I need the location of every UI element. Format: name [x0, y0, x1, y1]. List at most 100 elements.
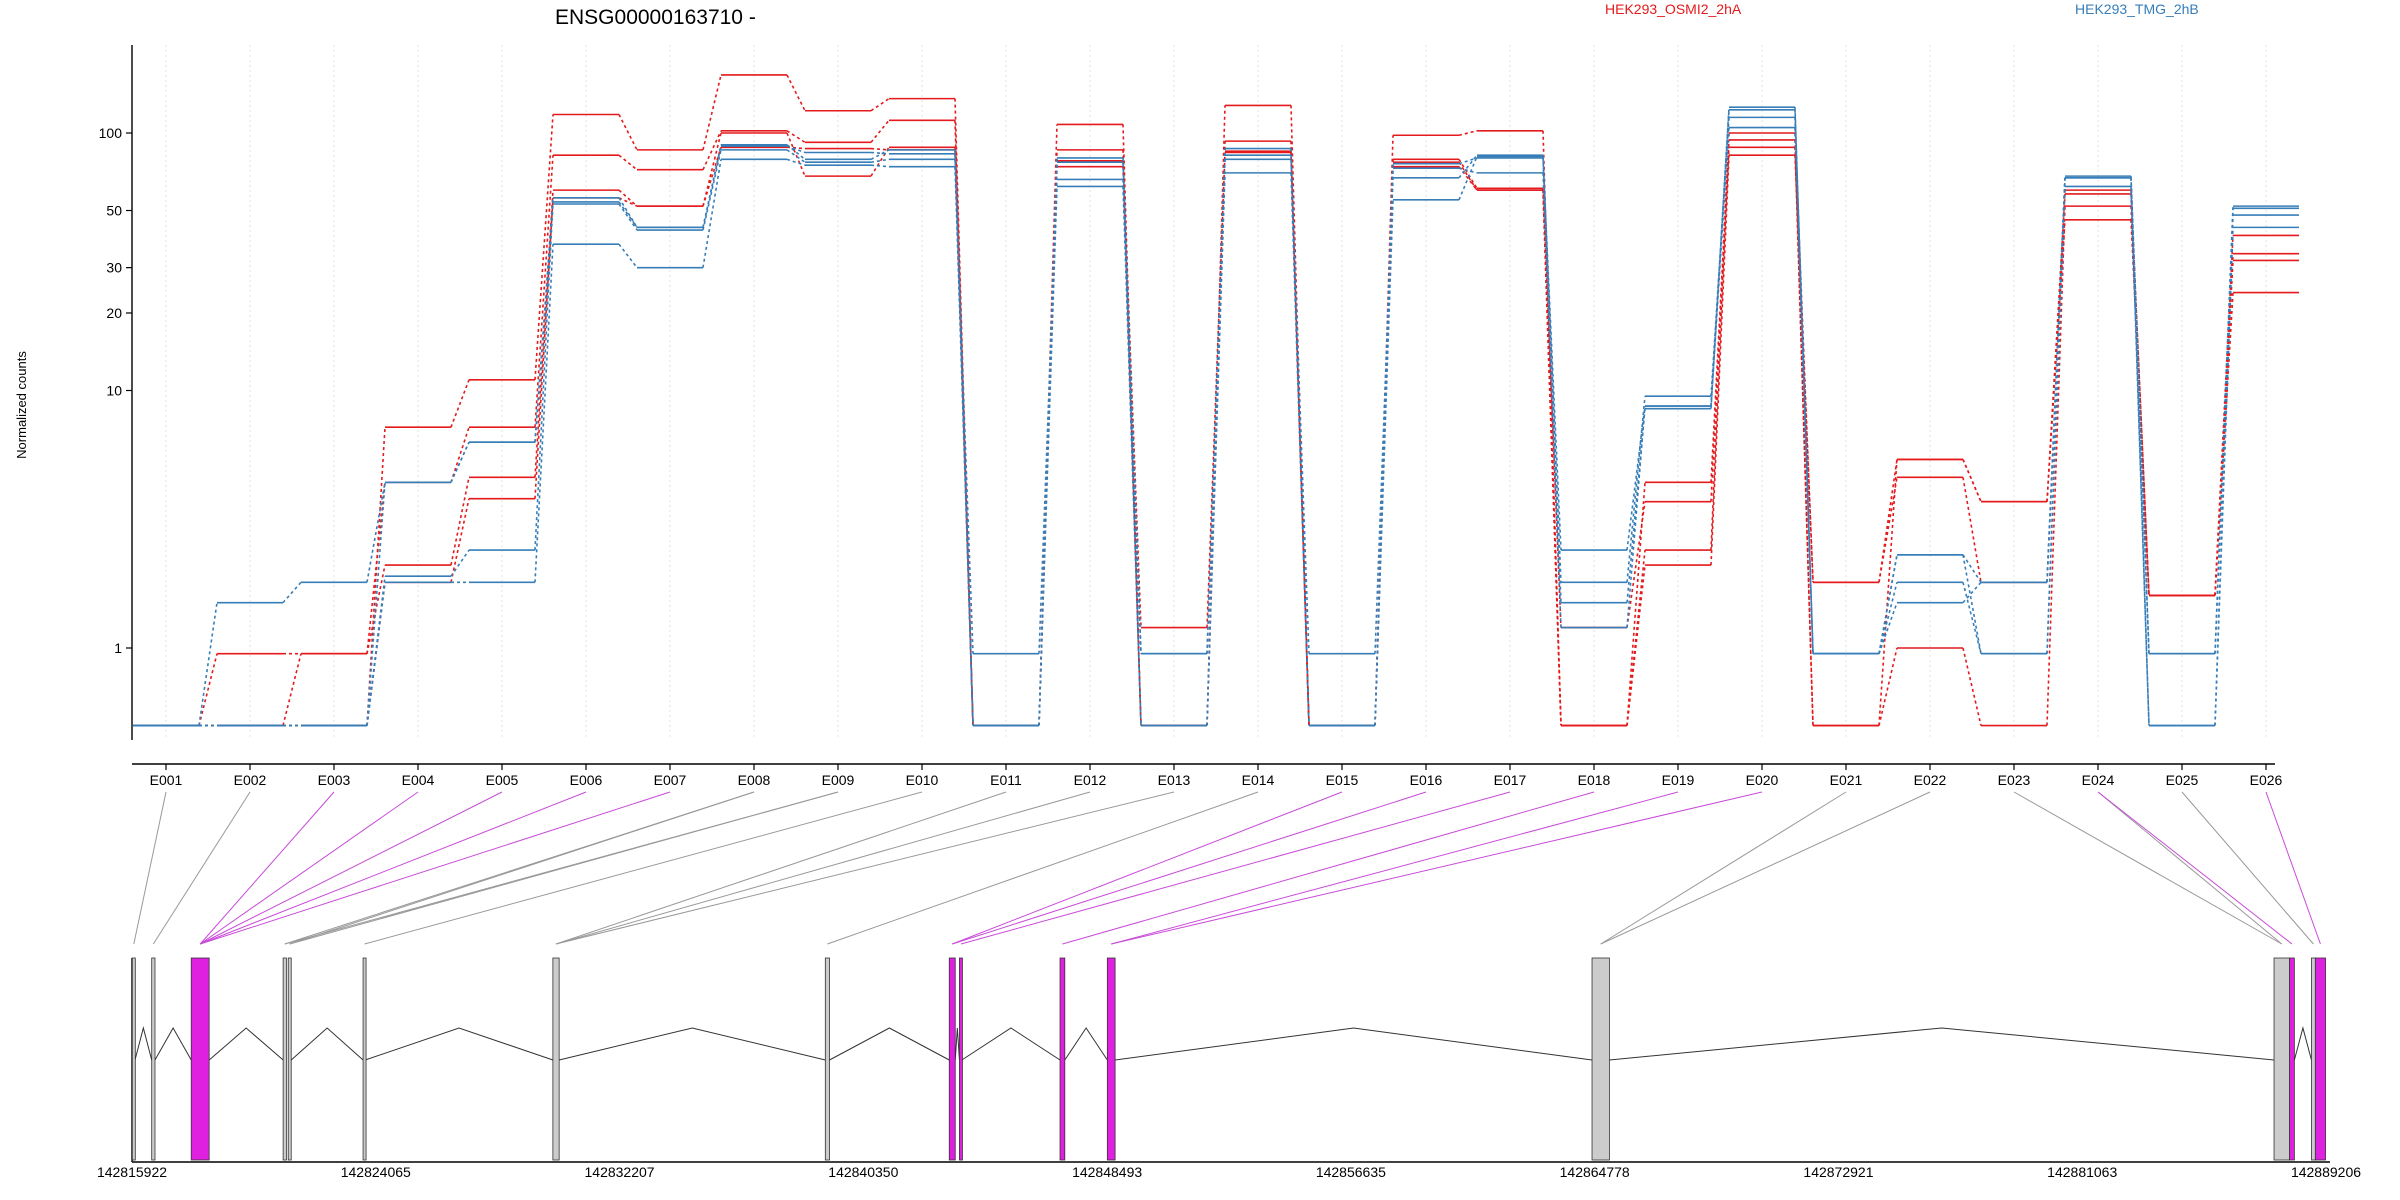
series-line [133, 106, 2299, 727]
exon-box-highlighted [1059, 957, 1066, 1161]
exon-connector [1111, 791, 1763, 945]
x-tick-label: E007 [654, 772, 687, 788]
exon-gridlines [165, 45, 2267, 740]
exon-connector [952, 791, 1427, 945]
exon-connector [2265, 791, 2321, 945]
exon-box [552, 957, 560, 1161]
exon-connectors [133, 791, 2321, 945]
intron-line [559, 1027, 826, 1061]
x-tick-label: E023 [1998, 772, 2031, 788]
y-tick-label: 20 [106, 305, 122, 321]
exon-box [282, 957, 287, 1161]
x-tick-label: E011 [990, 772, 1022, 788]
x-tick-label: E019 [1662, 772, 1695, 788]
gene-axis-tick-label: 142832207 [585, 1164, 655, 1180]
y-axis-label: Normalized counts [14, 351, 29, 459]
legend-entry-osmi2: HEK293_OSMI2_2hA [1605, 1, 1742, 17]
intron-line [1609, 1027, 2275, 1061]
y-tick-label: 10 [106, 383, 122, 399]
x-tick-label: E013 [1158, 772, 1191, 788]
y-tick-label: 1 [114, 640, 122, 656]
exon-connector [2181, 791, 2314, 945]
exon-box [824, 957, 830, 1161]
intron-line [290, 1027, 364, 1061]
x-tick-label: E026 [2250, 772, 2283, 788]
exon-box [2273, 957, 2290, 1161]
gene-axis-tick-label: 142848493 [1072, 1164, 1142, 1180]
exon-connector [2013, 791, 2283, 945]
exon-connector [289, 791, 839, 945]
exon-connector [200, 791, 671, 945]
series-lines [133, 74, 2299, 727]
x-tick-label: E021 [1830, 772, 1863, 788]
exon-connector [1062, 791, 1595, 945]
exon-box-highlighted [959, 957, 963, 1161]
intron-line [954, 1027, 960, 1061]
exon-box [287, 957, 292, 1161]
exon-connector [2097, 791, 2293, 945]
x-tick-label: E018 [1578, 772, 1611, 788]
x-tick-label: E022 [1914, 772, 1947, 788]
exon-connector [1600, 791, 1931, 945]
exon-connector [555, 791, 1091, 945]
intron-line [364, 1027, 554, 1061]
exon-connector [555, 791, 1175, 945]
exon-connector [952, 791, 1343, 945]
exon-connector [1111, 791, 1679, 945]
series-segment-link [198, 117, 2234, 726]
exon-box [2311, 957, 2316, 1161]
exon-box-highlighted [948, 957, 956, 1161]
exon-connector [199, 791, 419, 945]
exon-connector [152, 791, 251, 945]
x-tick-label: E016 [1410, 772, 1443, 788]
x-tick-label: E017 [1494, 772, 1527, 788]
gene-axis-tick-label: 142815922 [97, 1164, 167, 1180]
gene-axis-tick-label: 142889206 [2291, 1164, 2361, 1180]
series-segment-link [199, 107, 2234, 727]
x-tick-label: E015 [1326, 772, 1359, 788]
series-segment-exon [133, 106, 2299, 727]
x-tick-label: E005 [486, 772, 519, 788]
intron-line [2293, 1026, 2312, 1061]
x-tick-label: E025 [2166, 772, 2199, 788]
exon-connector [2097, 791, 2283, 945]
x-tick-label: E002 [234, 772, 267, 788]
exon-connector [960, 791, 1511, 945]
exon-box-highlighted [1106, 957, 1116, 1161]
exon-box [131, 957, 136, 1161]
gene-axis-tick-label: 142824065 [341, 1164, 411, 1180]
intron-line [961, 1027, 1061, 1061]
gene-model: 142815922 142824065 142832207 142840350 1428… [97, 957, 2361, 1180]
series-line [133, 126, 2299, 727]
x-tick-label: E008 [738, 772, 771, 788]
x-tick-label: E003 [318, 772, 351, 788]
series-segment-exon [133, 116, 2299, 727]
exon-box-highlighted [2289, 957, 2295, 1161]
intron-line [208, 1027, 284, 1061]
exon-connector [555, 791, 1007, 945]
intron-line [1115, 1027, 1593, 1061]
x-tick-label: E020 [1746, 772, 1779, 788]
x-tick-label: E001 [150, 772, 183, 788]
intron-line [1064, 1027, 1108, 1061]
gene-axis-tick-label: 142881063 [2047, 1164, 2117, 1180]
exon-connector [199, 791, 335, 945]
x-tick-label: E009 [822, 772, 855, 788]
x-tick-label: E012 [1074, 772, 1107, 788]
legend-entry-tmg: HEK293_TMG_2hB [2075, 1, 2199, 17]
exon-box-highlighted [190, 957, 210, 1161]
series-segment-link [198, 146, 2234, 726]
x-tick-label: E006 [570, 772, 603, 788]
exon-connector [364, 791, 923, 945]
y-tick-label: 30 [106, 260, 122, 276]
exon-connector [827, 791, 1259, 945]
exon-connector [200, 791, 587, 945]
y-tick-label: 50 [106, 203, 122, 219]
intron-line [154, 1026, 192, 1061]
series-line [133, 116, 2299, 727]
exon-connector [289, 791, 755, 945]
gene-axis-tick-label: 142872921 [1803, 1164, 1873, 1180]
x-tick-label: E014 [1242, 772, 1275, 788]
gene-axis-tick-label: 142840350 [828, 1164, 898, 1180]
